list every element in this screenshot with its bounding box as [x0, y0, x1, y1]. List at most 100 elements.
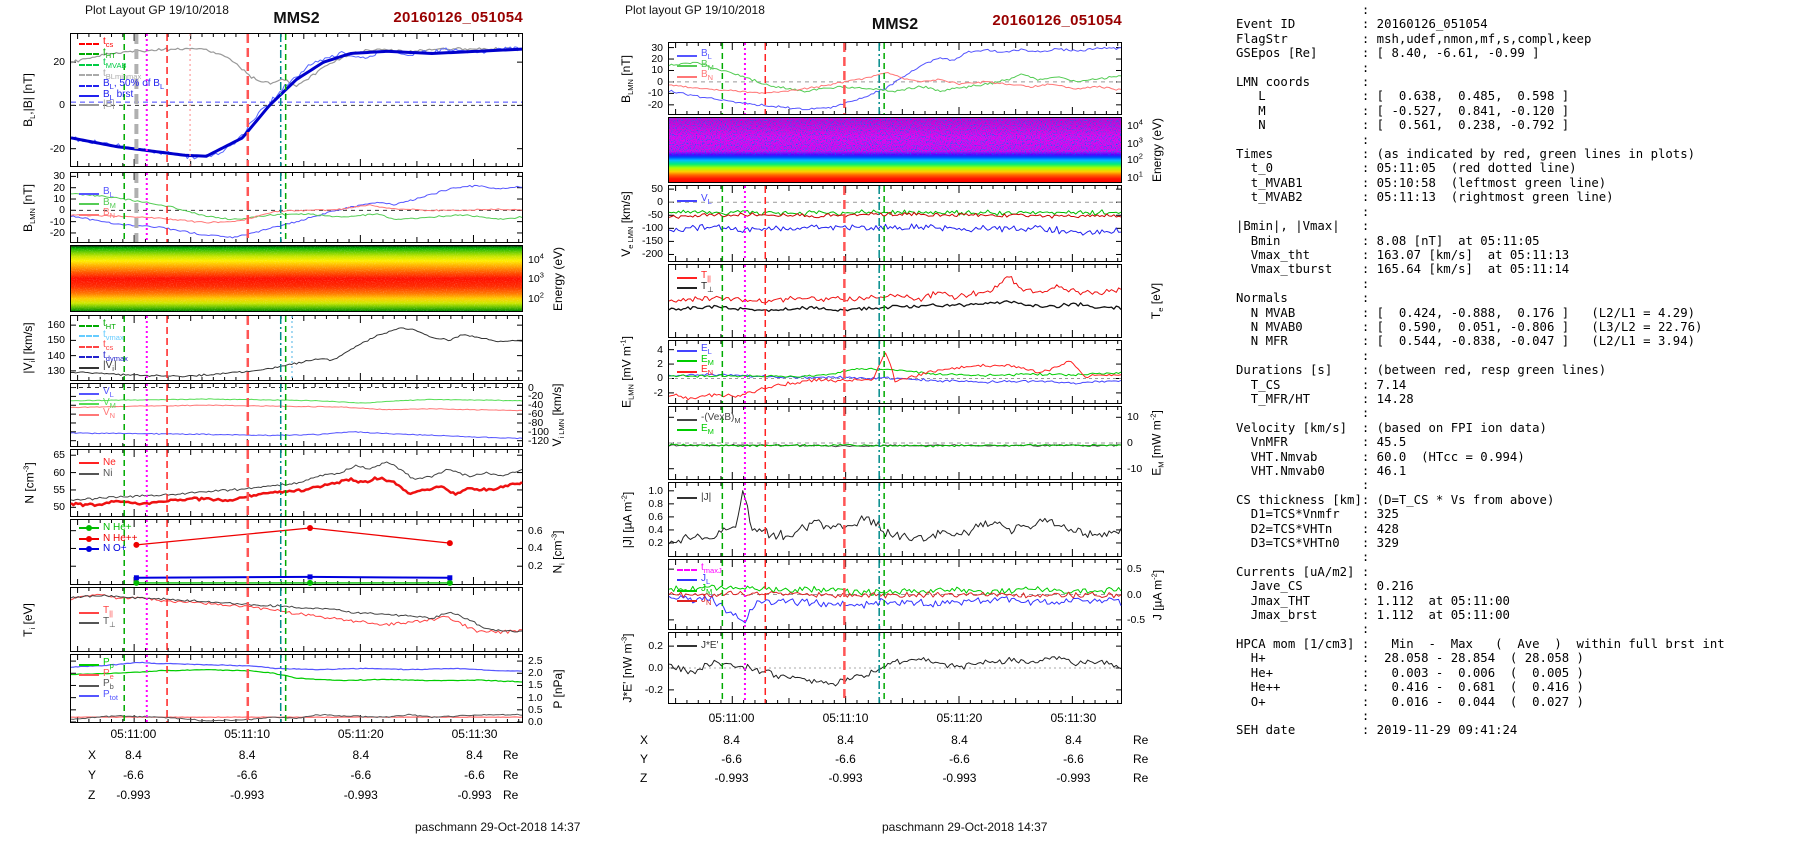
y-tick-label: -50	[647, 209, 663, 222]
panel-vi-lmn: 0 -20 -40 -60 -80 -100 -120 Vi LMN [km/s] VL VM VN	[70, 382, 566, 447]
legend-label: Pp	[103, 657, 114, 671]
y-tick-label: 0.0	[648, 662, 663, 674]
legend-line-sample	[677, 276, 697, 279]
eph-value: -0.993	[457, 788, 492, 802]
axis-label: |Vi| [km/s]	[20, 322, 38, 374]
y-tick-label: 130	[47, 364, 65, 377]
y-tick-label: 30	[651, 41, 663, 54]
eph-value: 8.4	[951, 733, 968, 747]
y-tick-label: 0	[59, 99, 65, 112]
eph-value: -6.6	[949, 752, 970, 766]
y-tick-label: 0	[657, 372, 663, 385]
axis-label: BL,|B| [nT]	[20, 73, 38, 127]
legend-line-sample	[79, 104, 99, 106]
legend-entry: VL	[677, 194, 712, 207]
legend-label: VL	[103, 386, 114, 400]
legend-label: N He+	[103, 522, 132, 533]
legend-entry: BL brst	[79, 89, 133, 103]
legend-entry: tHT	[79, 46, 116, 61]
legend-label: EN	[701, 364, 714, 378]
left-plot-layout-header: Plot Layout GP 19/10/2018	[85, 3, 229, 17]
eph-value: -6.6	[464, 768, 485, 782]
legend-entry: Ptot	[79, 688, 119, 703]
eph-unit: Re	[1133, 733, 1149, 747]
y-tick-label: 104	[1127, 117, 1143, 133]
y-tick-label: 0.0	[1127, 588, 1142, 601]
panel-blmn-ion: 30 20 10 0 -10 -20 BLMN [nT] BL BM BN	[21, 171, 523, 243]
legend-label: -(VexB)M	[701, 412, 741, 426]
legend-label: EL	[701, 343, 712, 357]
legend-label: Ni	[103, 467, 113, 479]
legend-line-sample	[677, 418, 697, 421]
eph-value: 8.4	[125, 748, 142, 762]
y-tick-label: 103	[528, 270, 544, 285]
legend-label: EM	[701, 353, 714, 367]
legend-entry: BM	[79, 196, 116, 211]
axis-label: Ti [eV]	[20, 602, 38, 637]
legend-label: JM	[701, 583, 713, 597]
panel-em-poynting: 10 0 -10 EM [mW m-2] -(VexB)M EM	[668, 406, 1166, 480]
y-tick-label: 0	[657, 196, 663, 209]
eph-unit: Re	[1133, 752, 1149, 766]
legend-entry: tcs	[79, 37, 113, 50]
y-tick-label: 2	[657, 358, 663, 371]
panel-ve-lmn: 50 0 -50 -100 -150 -200 Ve LMN [km/s] VL	[619, 184, 1122, 262]
legend-line-sample	[79, 213, 99, 216]
y-tick-label: 0.5	[1127, 563, 1142, 576]
legend-entry: JN	[677, 594, 711, 608]
legend-label: Ptot	[103, 688, 119, 702]
eph-value: -0.993	[942, 771, 977, 785]
panel-electron-temperature: Te [eV] T|| T⊥	[668, 264, 1165, 338]
legend-line-sample	[79, 335, 99, 337]
spectrogram-grain-overlay	[71, 246, 522, 311]
y-tick-label: -20	[647, 98, 663, 111]
legend-marker	[86, 535, 92, 542]
event-info-panel: : Event ID : 20160126_051054 FlagStr : m…	[1236, 3, 1725, 738]
y-tick-label: -80	[528, 416, 544, 429]
y-tick-label: 1.0	[528, 691, 543, 704]
eph-value: 8.4	[723, 733, 740, 747]
eph-value: -0.993	[343, 788, 378, 802]
axis-label: J*E' [nW m-3]	[619, 633, 635, 703]
legend-label: tcs	[103, 339, 114, 353]
legend-entry: EL	[677, 344, 712, 357]
legend-line-sample	[79, 622, 99, 624]
legend-entry: T⊥	[677, 281, 714, 295]
y-tick-label: 150	[47, 334, 65, 347]
legend-entry: BM	[677, 59, 714, 73]
legend-entry: Pe	[79, 668, 114, 682]
legend-entry: -(VexB)M	[677, 413, 741, 426]
legend-line-sample	[677, 589, 697, 592]
y-tick-label: 103	[1127, 134, 1143, 150]
legend-line-sample	[79, 53, 99, 55]
y-tick-label: 0	[657, 75, 663, 88]
y-tick-label: -10	[647, 87, 663, 100]
legend-label: T⊥	[103, 615, 116, 629]
legend-entry: EN	[677, 365, 713, 378]
legend-label: tHT	[103, 46, 116, 60]
eph-value: -6.6	[123, 768, 144, 782]
legend-entry: JM	[677, 584, 712, 597]
axis-label: P [nPa]	[551, 668, 565, 709]
eph-label: Y	[640, 752, 649, 766]
eph-label: X	[640, 733, 649, 747]
y-tick-label: -200	[641, 248, 663, 261]
legend-label: tcs	[103, 36, 114, 50]
legend-label: tHT	[103, 318, 116, 332]
axis-label: Energy (eV)	[1150, 117, 1164, 183]
legend-label: BM	[103, 196, 116, 210]
panel-electron-spectrogram: 104 103 102 101 Energy (eV)	[668, 117, 1164, 183]
legend-entry: tBLminmax	[79, 68, 141, 82]
y-tick-label: 0.6	[648, 510, 663, 523]
time-label: 05:11:00	[110, 727, 157, 741]
legend-line-sample	[677, 429, 697, 431]
legend-entry: Pp	[79, 658, 114, 671]
legend-label: VN	[103, 407, 116, 421]
legend-line-sample	[79, 74, 99, 76]
legend-entry: BL	[677, 49, 712, 62]
eph-value: -6.6	[236, 768, 258, 782]
legend-line-sample	[677, 199, 697, 202]
y-tick-label: 55	[53, 483, 65, 496]
eph-value: -0.993	[116, 788, 151, 802]
legend-line-sample	[677, 287, 697, 289]
